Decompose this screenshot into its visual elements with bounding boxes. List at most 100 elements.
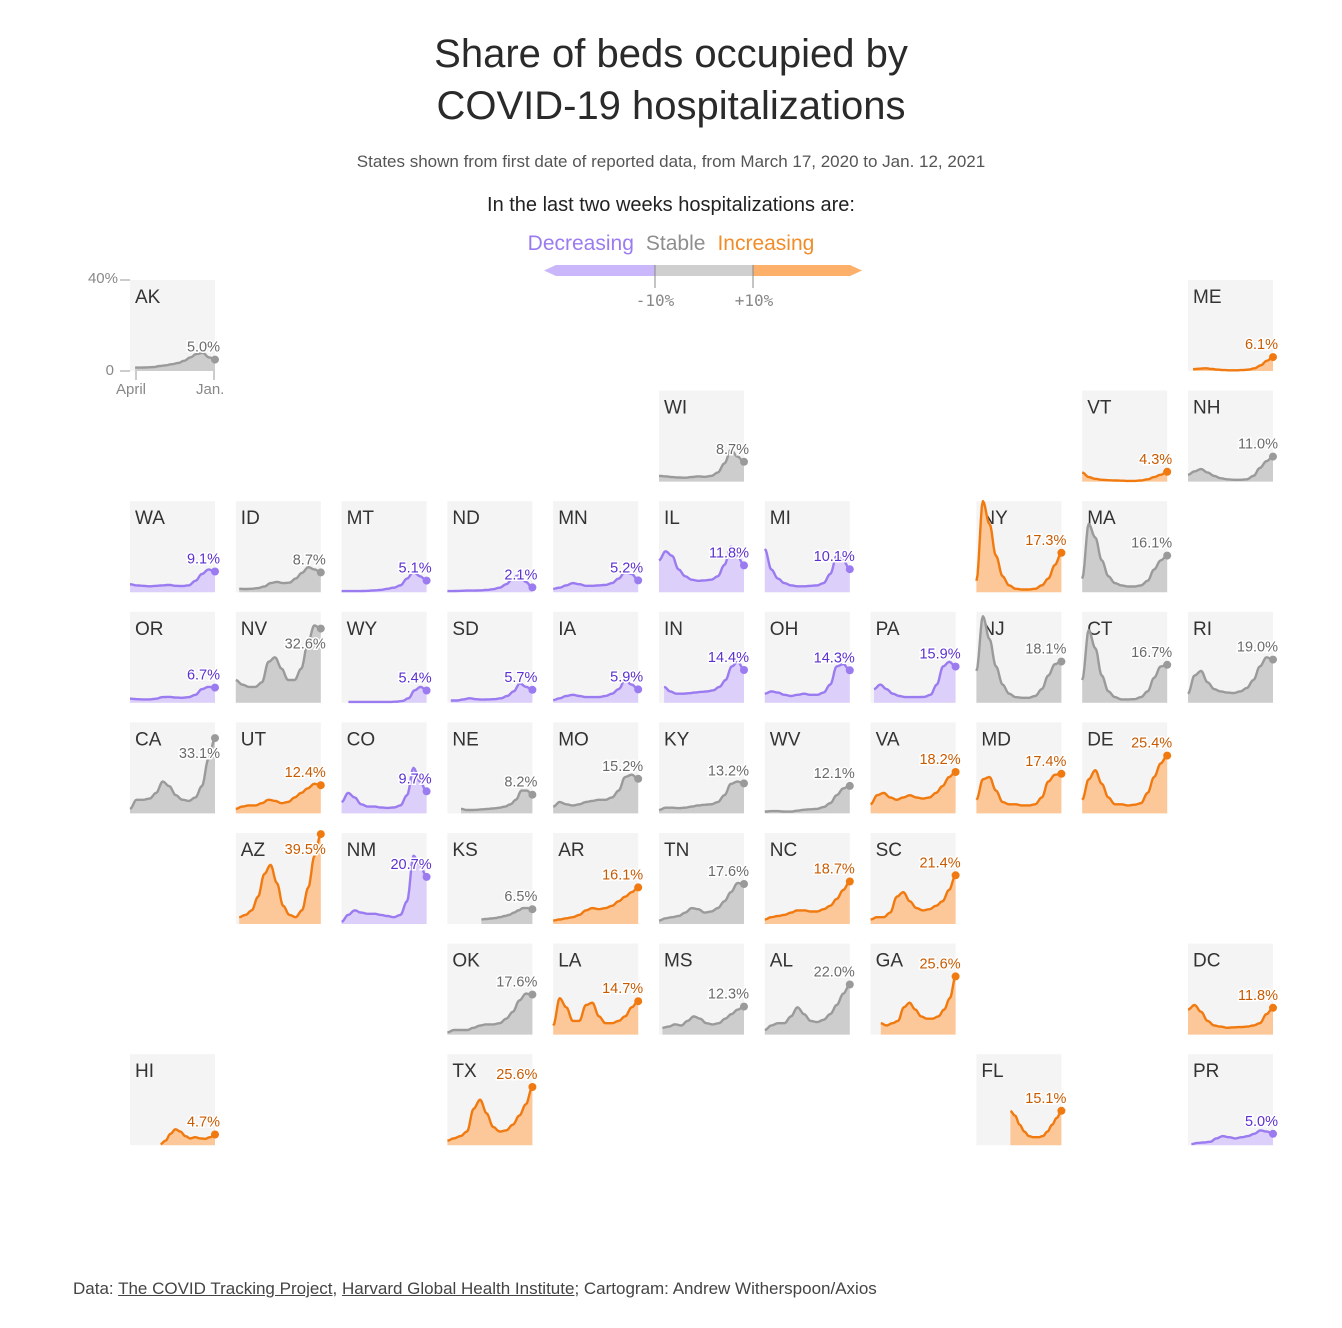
state-abbr-ga: GA <box>876 951 904 972</box>
series-area-wv <box>764 785 850 814</box>
endpoint-ky <box>740 779 748 788</box>
value-label-az: 39.5% <box>285 842 326 858</box>
series-area-nm <box>341 855 427 924</box>
value-label-al: 22.0% <box>814 965 855 981</box>
value-label-ut: 12.4% <box>285 765 326 781</box>
series-area-ia <box>553 680 639 703</box>
state-abbr-ct: CT <box>1087 619 1113 640</box>
legend-increasing-arrow <box>753 265 862 276</box>
value-label-ak: 5.0% <box>187 340 220 356</box>
series-area-ri <box>1188 657 1273 703</box>
state-abbr-mn: MN <box>558 508 588 529</box>
series-area-fl <box>1010 1110 1062 1146</box>
state-tile-me: ME 6.1% <box>1188 280 1280 372</box>
state-abbr-nc: NC <box>770 840 797 861</box>
endpoint-pa <box>951 662 960 671</box>
state-tile-ct: CT 16.7% <box>1081 611 1174 703</box>
state-abbr-ne: NE <box>452 729 478 750</box>
source-link-harvard[interactable]: Harvard Global Health Institute <box>341 1279 575 1298</box>
series-area-la <box>553 998 639 1035</box>
state-abbr-ma: MA <box>1087 508 1116 529</box>
value-label-pr: 5.0% <box>1245 1114 1278 1130</box>
state-tile-mt: MT 5.1% <box>341 501 433 593</box>
endpoint-mt <box>422 576 431 585</box>
value-label-me: 6.1% <box>1245 337 1278 353</box>
source-suffix: ; Cartogram: Andrew Witherspoon/Axios <box>574 1279 877 1298</box>
state-tile-ks: KS 6.5% <box>447 833 539 924</box>
endpoint-in <box>740 666 748 674</box>
value-label-ms: 12.3% <box>708 987 749 1003</box>
series-area-dc <box>1188 1005 1273 1035</box>
series-line-wi <box>658 448 745 479</box>
value-label-oh: 14.3% <box>814 650 855 666</box>
series-line-nm <box>341 854 428 923</box>
state-tile-ms: MS 12.3% <box>659 943 751 1035</box>
state-abbr-oh: OH <box>770 619 799 640</box>
state-abbr-dc: DC <box>1193 951 1220 972</box>
state-abbr-pr: PR <box>1193 1061 1219 1082</box>
series-area-nd <box>447 574 533 593</box>
series-line-sd <box>450 682 533 702</box>
chart-title: Share of beds occupied by COVID-19 hospi… <box>0 28 1342 132</box>
source-note: Data: The COVID Tracking Project, Harvar… <box>73 1279 877 1299</box>
legend-label-stable: Stable <box>645 232 706 255</box>
endpoint-wi <box>740 457 748 466</box>
state-abbr-tx: TX <box>452 1061 477 1082</box>
state-tile-bg-or <box>130 611 215 703</box>
state-tile-in: IN 14.4% <box>659 611 751 703</box>
series-area-nh <box>1188 456 1273 482</box>
state-tile-bg-ks <box>447 833 533 924</box>
value-label-tx: 25.6% <box>496 1067 537 1083</box>
endpoint-al <box>845 980 854 989</box>
legend-decreasing-arrow <box>544 265 655 276</box>
state-abbr-ar: AR <box>558 840 584 861</box>
series-area-ok <box>447 993 533 1035</box>
endpoint-la <box>634 997 643 1006</box>
state-abbr-hi: HI <box>135 1061 154 1082</box>
value-label-mt: 5.1% <box>399 561 432 577</box>
series-area-ne <box>461 790 533 814</box>
state-abbr-ms: MS <box>664 951 693 972</box>
legend-title: In the last two weeks hospitalizations a… <box>487 194 855 216</box>
endpoint-ks <box>528 905 537 914</box>
value-label-mn: 5.2% <box>610 560 643 576</box>
state-tile-va: VA 18.2% <box>870 722 962 814</box>
state-tile-or: OR 6.7% <box>129 611 222 703</box>
state-tile-id: ID 8.7% <box>235 501 327 593</box>
state-abbr-il: IL <box>664 508 680 529</box>
series-line-ga <box>880 975 957 1027</box>
value-label-mi: 10.1% <box>814 549 855 565</box>
axis-label-40: 40% <box>87 270 118 287</box>
state-abbr-sc: SC <box>876 840 902 861</box>
state-abbr-pa: PA <box>876 619 900 640</box>
source-link-covid-tracking[interactable]: The COVID Tracking Project <box>118 1279 333 1298</box>
value-label-tn: 17.6% <box>708 864 749 880</box>
value-label-ri: 19.0% <box>1237 640 1278 656</box>
endpoint-hi <box>211 1130 219 1139</box>
state-tile-bg-me <box>1188 280 1273 371</box>
series-line-ms <box>662 1005 745 1029</box>
series-area-il <box>659 546 744 593</box>
series-area-ma <box>1082 524 1168 593</box>
series-area-mo <box>553 774 639 814</box>
value-label-nj: 18.1% <box>1025 642 1066 658</box>
series-line-vt <box>1081 470 1168 483</box>
state-tile-de: DE 25.4% <box>1081 722 1174 814</box>
endpoint-mi <box>845 565 854 574</box>
state-tile-vt: VT 4.3% <box>1081 390 1174 483</box>
series-area-co <box>341 767 427 814</box>
state-tile-sd: SD 5.7% <box>447 611 539 703</box>
state-abbr-nd: ND <box>452 508 479 529</box>
state-tile-ut: UT 12.4% <box>235 722 327 814</box>
series-line-nc <box>764 880 851 921</box>
series-area-mi <box>764 549 850 593</box>
state-abbr-ak: AK <box>135 287 161 308</box>
series-line-ct <box>1081 628 1168 701</box>
value-label-sd: 5.7% <box>504 670 537 686</box>
state-tile-bg-nh <box>1188 390 1273 482</box>
series-line-ma <box>1081 522 1168 588</box>
state-abbr-co: CO <box>347 729 376 750</box>
state-tile-mi: MI 10.1% <box>763 501 856 593</box>
value-label-nd: 2.1% <box>504 567 537 583</box>
